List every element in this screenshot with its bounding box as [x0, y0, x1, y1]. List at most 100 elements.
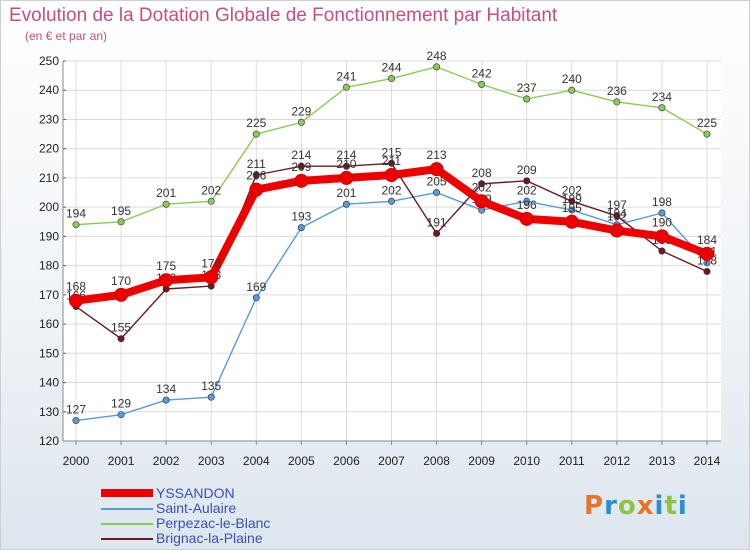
data-label-yssandon: 206 — [246, 169, 266, 183]
data-point-saint-aulaire — [117, 411, 125, 419]
data-point-yssandon — [114, 287, 129, 302]
data-label-perpezac-le-blanc: 195 — [111, 204, 131, 218]
data-point-saint-aulaire — [252, 294, 260, 302]
data-point-brignac-la-plaine — [342, 162, 350, 170]
data-label-brignac-la-plaine: 155 — [111, 321, 131, 335]
data-label-perpezac-le-blanc: 229 — [291, 104, 311, 118]
data-point-perpezac-le-blanc — [433, 63, 441, 71]
data-label-saint-aulaire: 193 — [291, 210, 311, 224]
y-tick-label: 180 — [39, 259, 59, 273]
legend-swatch-saint-aulaire — [101, 508, 153, 510]
data-label-saint-aulaire: 202 — [517, 183, 537, 197]
data-label-yssandon: 209 — [291, 160, 311, 174]
x-tick-label: 2010 — [513, 454, 540, 468]
chart-title: Evolution de la Dotation Globale de Fonc… — [9, 5, 558, 26]
data-label-brignac-la-plaine: 209 — [517, 163, 537, 177]
y-tick-label: 190 — [39, 229, 59, 243]
data-label-brignac-la-plaine: 211 — [247, 157, 266, 171]
data-label-yssandon: 192 — [607, 210, 627, 224]
y-tick-label: 150 — [39, 346, 59, 360]
legend-label-yssandon: YSSANDON — [156, 485, 235, 501]
data-point-perpezac-le-blanc — [72, 221, 80, 229]
data-point-yssandon — [204, 270, 219, 285]
data-label-perpezac-le-blanc: 241 — [336, 69, 356, 83]
data-label-perpezac-le-blanc: 201 — [156, 186, 176, 200]
data-label-perpezac-le-blanc: 202 — [201, 183, 221, 197]
data-point-saint-aulaire — [342, 200, 350, 208]
data-label-yssandon: 211 — [382, 154, 401, 168]
data-label-saint-aulaire: 135 — [201, 379, 221, 393]
data-point-perpezac-le-blanc — [703, 130, 711, 138]
data-point-perpezac-le-blanc — [658, 104, 666, 112]
y-tick-label: 170 — [39, 288, 59, 302]
x-tick-label: 2006 — [333, 454, 360, 468]
data-label-brignac-la-plaine: 214 — [291, 148, 311, 162]
data-label-perpezac-le-blanc: 194 — [66, 207, 86, 221]
data-point-perpezac-le-blanc — [207, 197, 215, 205]
logo-letter: o — [617, 491, 637, 521]
data-label-brignac-la-plaine: 191 — [427, 215, 447, 229]
data-label-perpezac-le-blanc: 248 — [427, 49, 447, 63]
data-point-yssandon — [519, 211, 534, 226]
data-label-yssandon: 184 — [697, 233, 717, 247]
data-point-saint-aulaire — [433, 189, 441, 197]
data-point-yssandon — [564, 214, 579, 229]
legend-swatch-perpezac-le-blanc — [101, 523, 153, 525]
data-label-saint-aulaire: 205 — [427, 175, 447, 189]
data-label-yssandon: 202 — [472, 180, 492, 194]
data-point-brignac-la-plaine — [568, 197, 576, 205]
data-label-yssandon: 175 — [156, 259, 176, 273]
data-label-brignac-la-plaine: 197 — [607, 198, 627, 212]
y-tick-label: 130 — [39, 405, 59, 419]
data-point-saint-aulaire — [72, 417, 80, 425]
y-tick-label: 210 — [39, 171, 59, 185]
data-label-yssandon: 213 — [427, 148, 447, 162]
data-point-brignac-la-plaine — [478, 180, 486, 188]
data-point-perpezac-le-blanc — [523, 95, 531, 103]
y-tick-label: 120 — [39, 434, 59, 448]
x-tick-label: 2002 — [153, 454, 180, 468]
y-tick-label: 160 — [39, 317, 59, 331]
logo-letter: x — [636, 491, 655, 521]
data-label-perpezac-le-blanc: 225 — [697, 116, 717, 130]
legend-swatch-brignac-la-plaine — [101, 538, 153, 540]
data-label-saint-aulaire: 134 — [156, 382, 176, 396]
data-point-yssandon — [700, 246, 714, 261]
data-point-yssandon — [429, 162, 444, 177]
x-tick-label: 2004 — [243, 454, 270, 468]
x-tick-label: 2001 — [108, 454, 135, 468]
x-tick-label: 2013 — [649, 454, 676, 468]
data-label-yssandon: 190 — [652, 215, 672, 229]
logo-letter: P — [584, 491, 605, 521]
x-tick-label: 2005 — [288, 454, 315, 468]
x-tick-label: 2003 — [198, 454, 225, 468]
data-point-saint-aulaire — [162, 396, 170, 404]
data-point-saint-aulaire — [523, 197, 531, 205]
data-label-perpezac-le-blanc: 236 — [607, 84, 627, 98]
data-label-perpezac-le-blanc: 225 — [246, 116, 266, 130]
data-point-yssandon — [69, 293, 83, 308]
data-point-brignac-la-plaine — [658, 247, 666, 255]
data-point-brignac-la-plaine — [297, 162, 305, 170]
data-label-yssandon: 168 — [66, 280, 86, 294]
x-tick-label: 2007 — [378, 454, 405, 468]
data-point-perpezac-le-blanc — [613, 98, 621, 106]
data-point-yssandon — [159, 273, 174, 288]
data-point-perpezac-le-blanc — [252, 130, 260, 138]
y-tick-label: 250 — [39, 54, 59, 68]
data-point-brignac-la-plaine — [252, 171, 260, 179]
data-point-perpezac-le-blanc — [387, 75, 395, 83]
data-label-saint-aulaire: 127 — [66, 403, 86, 417]
data-label-brignac-la-plaine: 215 — [381, 145, 401, 159]
data-point-yssandon — [294, 173, 309, 188]
data-label-saint-aulaire: 202 — [381, 183, 401, 197]
data-label-yssandon: 210 — [336, 157, 356, 171]
x-tick-label: 2008 — [423, 454, 450, 468]
logo-letter: i — [654, 491, 665, 521]
data-point-yssandon — [609, 223, 624, 238]
x-tick-label: 2000 — [63, 454, 90, 468]
data-label-brignac-la-plaine: 202 — [562, 183, 582, 197]
legend-label-brignac-la-plaine: Brignac-la-Plaine — [156, 530, 263, 546]
